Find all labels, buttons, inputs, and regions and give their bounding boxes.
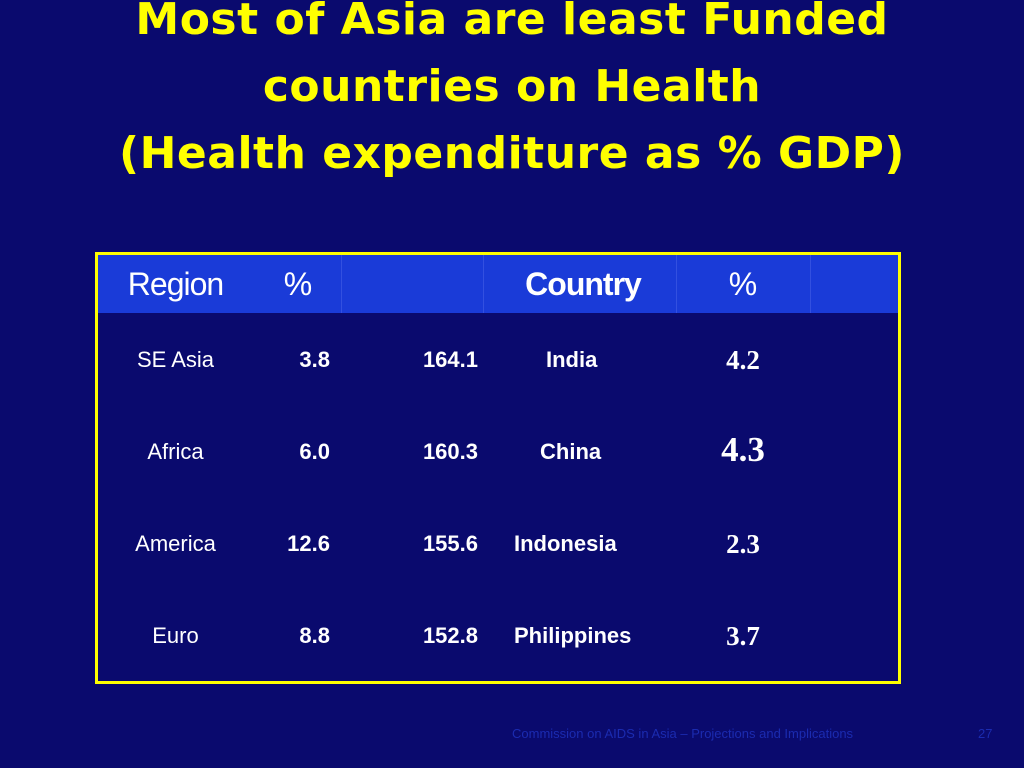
cell-number: 152.8 (422, 623, 478, 648)
header-country: Country (525, 266, 642, 302)
slide-title: Most of Asia are least Funded countries … (0, 0, 1024, 187)
cell-region-percent: 12.6 (287, 531, 330, 556)
cell-country-percent: 3.7 (726, 621, 760, 651)
page-number: 27 (978, 726, 993, 741)
title-line-2: countries on Health (262, 61, 762, 112)
cell-country: Indonesia (514, 531, 617, 556)
cell-country-percent: 4.2 (726, 345, 760, 375)
header-divider (676, 255, 677, 313)
cell-country-percent: 4.3 (721, 430, 765, 469)
cell-number: 155.6 (422, 531, 478, 556)
cell-country: China (540, 439, 602, 464)
cell-region: SE Asia (136, 347, 215, 372)
cell-region: Africa (147, 439, 204, 464)
header-country-percent: % (728, 266, 758, 302)
header-region-percent: % (283, 266, 313, 302)
data-table: Region % Country % SE Asia 3.8 164.1 Ind… (95, 252, 901, 684)
cell-number: 160.3 (422, 439, 478, 464)
header-divider (810, 255, 811, 313)
table-header: Region % Country % (98, 255, 898, 313)
title-line-3: (Health expenditure as % GDP) (118, 128, 905, 179)
header-divider (341, 255, 342, 313)
cell-region: Euro (152, 623, 199, 648)
cell-region-percent: 8.8 (299, 623, 330, 648)
header-region: Region (127, 266, 224, 302)
cell-number: 164.1 (422, 347, 478, 372)
cell-region-percent: 6.0 (299, 439, 330, 464)
cell-country-percent: 2.3 (726, 529, 760, 559)
cell-country: Philippines (514, 623, 632, 648)
footer-text: Commission on AIDS in Asia – Projections… (512, 726, 854, 741)
cell-region: America (135, 531, 216, 556)
title-line-1: Most of Asia are least Funded (135, 0, 889, 45)
cell-country: India (546, 347, 598, 372)
header-divider (483, 255, 484, 313)
cell-region-percent: 3.8 (299, 347, 330, 372)
